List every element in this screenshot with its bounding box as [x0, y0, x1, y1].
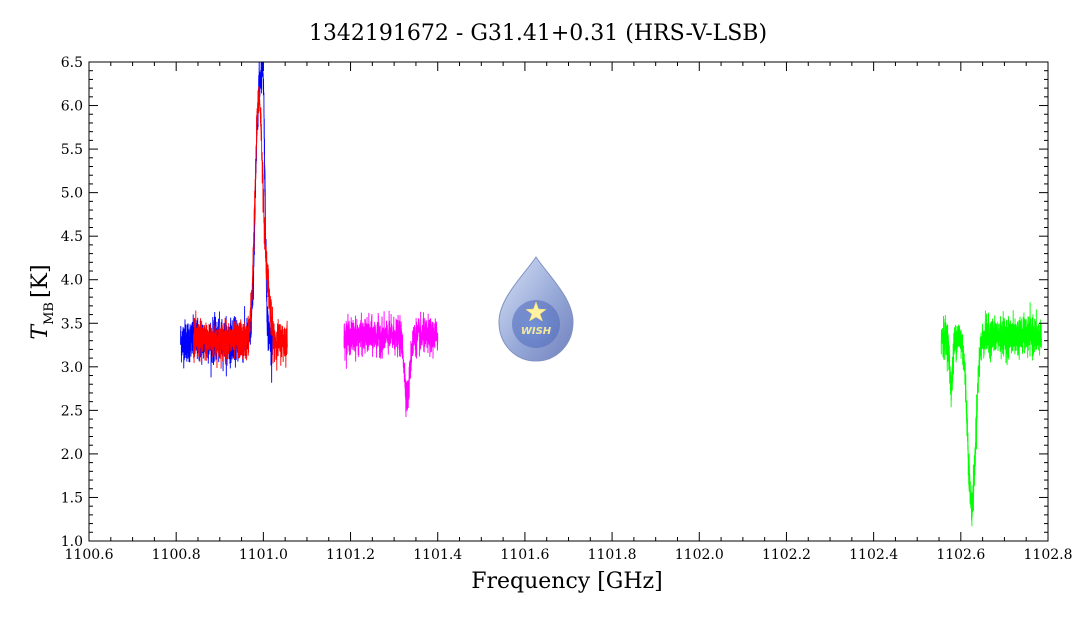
x-tick-label: 1102.2 [762, 547, 811, 563]
y-axis-label-unit: [K] [28, 264, 53, 298]
x-axis-label: Frequency [GHz] [471, 569, 663, 594]
logo-label: WISH [521, 326, 552, 337]
ticks-layer: 1100.6 1100.8 1101.0 1101.2 1101.4 1101.6 1101… [61, 55, 1072, 563]
y-tick-label: 3.0 [61, 360, 83, 376]
x-tick-label: 1102.8 [1024, 547, 1072, 563]
svg-text:TMB[K]: TMB [K] [28, 264, 57, 339]
axes-layer [88, 61, 1049, 542]
x-tick-label: 1102.6 [936, 547, 985, 563]
x-tick-label: 1101.2 [326, 547, 375, 563]
y-tick-label: 1.5 [61, 490, 83, 506]
y-axis-label-subscript: MB [42, 302, 57, 325]
x-tick-label: 1100.6 [65, 547, 114, 563]
y-tick-label: 5.5 [61, 142, 83, 158]
x-tick-label: 1102.4 [849, 547, 898, 563]
plot-frame [88, 61, 1049, 542]
x-tick-label: 1101.4 [413, 547, 462, 563]
chart-title: 1342191672 - G31.41+0.31 (HRS-V-LSB) [309, 21, 767, 46]
series-layer [180, 62, 1042, 527]
logo-inner-circle [512, 300, 560, 348]
x-tick-label: 1100.8 [152, 547, 201, 563]
y-axis-label-symbol: T [28, 323, 53, 340]
y-tick-label: 5.0 [61, 186, 83, 202]
y-tick-label: 3.5 [61, 316, 83, 332]
x-tick-label: 1101.0 [239, 547, 288, 563]
y-tick-label: 6.0 [61, 99, 83, 115]
y-tick-label: 4.0 [61, 273, 83, 289]
wish-logo: WISH [498, 256, 574, 362]
x-tick-label: 1101.6 [500, 547, 549, 563]
y-tick-label: 6.5 [61, 55, 83, 71]
star-icon [525, 301, 547, 322]
x-tick-label: 1101.8 [588, 547, 637, 563]
y-tick-label: 2.0 [61, 447, 83, 463]
y-tick-label: 2.5 [61, 403, 83, 419]
y-axis-label: TMB [K] [28, 264, 57, 339]
x-tick-label: 1102.0 [675, 547, 724, 563]
series-line-2 [193, 86, 288, 371]
series-line-4 [940, 302, 1042, 527]
y-tick-label: 1.0 [61, 534, 83, 550]
y-tick-label: 4.5 [61, 229, 83, 245]
series-line-3 [343, 310, 439, 417]
